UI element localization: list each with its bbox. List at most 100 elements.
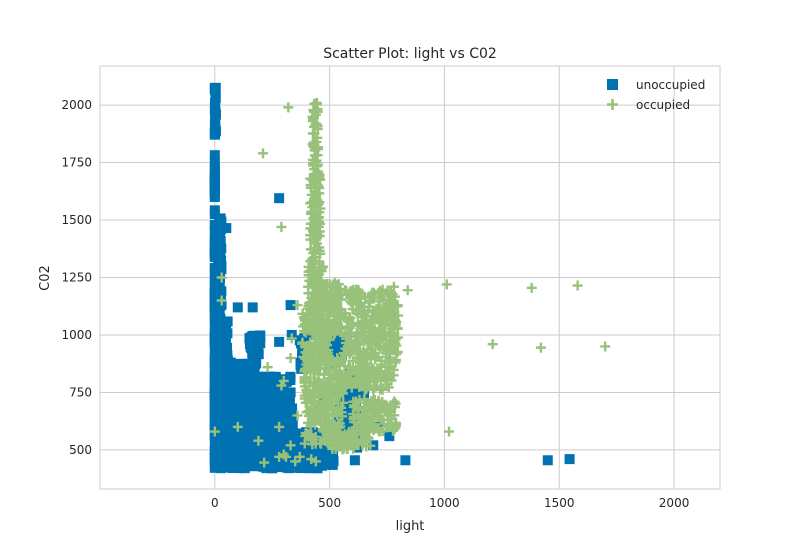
unoccupied-point <box>232 302 243 313</box>
occupied-point <box>376 315 387 326</box>
occupied-point <box>209 426 220 437</box>
occupied-point <box>303 429 314 440</box>
unoccupied-point <box>275 374 286 385</box>
occupied-point <box>318 292 329 303</box>
occupied-point <box>258 148 269 159</box>
occupied-point <box>329 365 340 376</box>
occupied-point <box>353 401 364 412</box>
unoccupied-point <box>245 445 256 456</box>
occupied-point <box>318 399 329 410</box>
occupied-point <box>340 437 351 448</box>
occupied-point <box>274 451 285 462</box>
unoccupied-point <box>564 454 575 465</box>
occupied-point <box>308 226 319 237</box>
y-axis-label: C02 <box>38 265 53 291</box>
occupied-point <box>351 437 362 448</box>
occupied-point <box>380 404 391 415</box>
unoccupied-point <box>250 344 261 355</box>
unoccupied-point <box>344 421 355 432</box>
occupied-point <box>309 98 320 109</box>
y-tick-label: 1250 <box>61 271 92 285</box>
unoccupied-point <box>249 368 260 379</box>
occupied-point <box>341 333 352 344</box>
occupied-point <box>336 304 347 315</box>
occupied-point <box>292 300 303 311</box>
occupied-point <box>389 300 400 311</box>
unoccupied-point <box>209 205 220 216</box>
unoccupied-point <box>265 401 276 412</box>
occupied-point <box>276 221 287 232</box>
occupied-point <box>375 383 386 394</box>
unoccupied-point <box>215 236 226 247</box>
occupied-point <box>305 218 316 229</box>
occupied-point <box>392 346 403 357</box>
occupied-point <box>354 349 365 360</box>
unoccupied-point <box>256 404 267 415</box>
unoccupied-point <box>312 444 323 455</box>
unoccupied-point <box>349 455 360 466</box>
occupied-point <box>304 393 315 404</box>
unoccupied-point <box>317 447 328 458</box>
unoccupied-point <box>271 428 282 439</box>
legend-marker-unoccupied <box>607 79 618 90</box>
occupied-point <box>312 181 323 192</box>
occupied-point <box>310 456 321 467</box>
data-marks <box>209 82 611 474</box>
unoccupied-point <box>243 388 254 399</box>
occupied-point <box>276 380 287 391</box>
occupied-point <box>370 381 381 392</box>
unoccupied-point <box>274 336 285 347</box>
unoccupied-point <box>301 460 312 471</box>
occupied-point <box>364 297 375 308</box>
unoccupied-point <box>400 455 411 466</box>
occupied-point <box>362 412 373 423</box>
unoccupied-point <box>284 400 295 411</box>
occupied-point <box>308 264 319 275</box>
occupied-point <box>344 362 355 373</box>
unoccupied-point <box>210 98 221 109</box>
occupied-point <box>305 341 316 352</box>
unoccupied-point <box>209 188 220 199</box>
x-tick-label: 1500 <box>544 496 575 510</box>
unoccupied-point <box>221 223 232 234</box>
occupied-point <box>314 207 325 218</box>
unoccupied-point <box>255 330 266 341</box>
occupied-point <box>322 310 333 321</box>
unoccupied-point <box>257 395 268 406</box>
unoccupied-point <box>272 435 283 446</box>
occupied-point <box>356 316 367 327</box>
occupied-point <box>391 349 402 360</box>
y-tick-label: 750 <box>69 385 92 399</box>
occupied-point <box>299 373 310 384</box>
unoccupied-point <box>244 333 255 344</box>
unoccupied-point <box>215 436 226 447</box>
occupied-point <box>379 308 390 319</box>
occupied-point <box>312 132 323 143</box>
unoccupied-point <box>271 397 282 408</box>
occupied-point <box>300 363 311 374</box>
occupied-point <box>314 245 325 256</box>
occupied-point <box>307 139 318 150</box>
occupied-point <box>294 451 305 462</box>
occupied-point <box>357 409 368 420</box>
occupied-point <box>216 272 227 283</box>
occupied-point <box>309 247 320 258</box>
occupied-point <box>352 328 363 339</box>
occupied-point <box>376 287 387 298</box>
occupied-point <box>313 216 324 227</box>
unoccupied-point <box>229 451 240 462</box>
unoccupied-point <box>210 114 221 125</box>
unoccupied-point <box>212 304 223 315</box>
unoccupied-point <box>211 409 222 420</box>
occupied-point <box>320 398 331 409</box>
occupied-point <box>372 369 383 380</box>
unoccupied-point <box>263 430 274 441</box>
occupied-point <box>262 362 273 373</box>
occupied-point <box>306 189 317 200</box>
occupied-point <box>318 381 329 392</box>
occupied-point <box>302 388 313 399</box>
occupied-point <box>303 417 314 428</box>
unoccupied-point <box>212 457 223 468</box>
occupied-point <box>389 309 400 320</box>
unoccupied-point <box>227 417 238 428</box>
